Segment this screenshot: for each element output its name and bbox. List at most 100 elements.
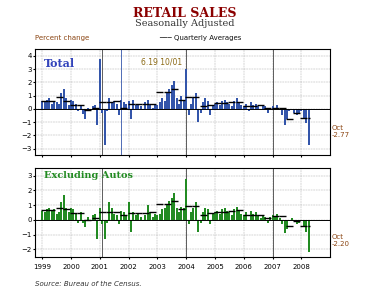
Bar xyxy=(286,109,288,119)
Bar xyxy=(265,106,266,109)
Bar xyxy=(300,220,303,221)
Bar xyxy=(272,215,274,220)
Bar xyxy=(51,104,53,109)
Bar xyxy=(147,205,149,220)
Bar xyxy=(207,209,209,220)
Bar xyxy=(255,104,257,109)
Bar xyxy=(173,193,175,220)
Bar xyxy=(85,220,86,227)
Bar xyxy=(231,215,233,220)
Bar xyxy=(298,220,300,223)
Bar xyxy=(65,98,67,109)
Bar xyxy=(89,109,91,110)
Bar xyxy=(233,101,235,109)
Text: Oct
-2.20: Oct -2.20 xyxy=(332,234,350,247)
Bar xyxy=(272,106,274,109)
Bar xyxy=(289,109,290,111)
Bar xyxy=(190,212,192,220)
Bar xyxy=(200,109,201,113)
Bar xyxy=(108,202,110,220)
Bar xyxy=(303,220,305,227)
Bar xyxy=(123,102,125,109)
Bar xyxy=(82,220,84,223)
Bar xyxy=(296,220,298,224)
Bar xyxy=(204,208,206,220)
Bar xyxy=(58,104,60,109)
Bar xyxy=(147,99,149,109)
Bar xyxy=(145,102,146,109)
Bar xyxy=(212,105,214,109)
Text: Seasonally Adjusted: Seasonally Adjusted xyxy=(135,19,234,28)
Text: Percent change: Percent change xyxy=(35,35,89,41)
Bar xyxy=(195,202,197,220)
Bar xyxy=(120,99,123,109)
Bar xyxy=(70,99,72,109)
Bar xyxy=(241,105,242,109)
Bar xyxy=(92,215,94,220)
Bar xyxy=(226,211,228,220)
Bar xyxy=(63,195,65,220)
Bar xyxy=(212,214,214,220)
Bar xyxy=(180,206,182,220)
Bar xyxy=(262,105,264,109)
Bar xyxy=(89,220,91,221)
Text: Source: Bureau of the Census.: Source: Bureau of the Census. xyxy=(35,281,142,287)
Bar xyxy=(125,215,127,220)
Bar xyxy=(308,109,310,146)
Bar xyxy=(221,209,223,220)
Bar xyxy=(96,220,99,239)
Bar xyxy=(219,105,221,109)
Bar xyxy=(248,109,250,111)
Bar xyxy=(56,214,58,220)
Bar xyxy=(51,211,53,220)
Bar xyxy=(96,109,99,125)
Bar xyxy=(303,109,305,119)
Bar xyxy=(217,211,218,220)
Bar xyxy=(61,93,62,109)
Bar xyxy=(178,212,180,220)
Bar xyxy=(169,201,170,220)
Bar xyxy=(135,105,137,109)
Bar xyxy=(238,102,240,109)
Bar xyxy=(298,109,300,113)
Bar xyxy=(120,211,123,220)
Bar xyxy=(46,99,48,109)
Bar xyxy=(260,218,262,220)
Bar xyxy=(101,220,103,224)
Bar xyxy=(94,214,96,220)
Bar xyxy=(267,109,269,113)
Bar xyxy=(118,220,120,224)
Bar xyxy=(77,220,79,223)
Bar xyxy=(132,99,134,109)
Bar xyxy=(80,212,82,220)
Bar xyxy=(197,109,199,122)
Bar xyxy=(53,102,55,109)
Bar xyxy=(113,214,115,220)
Bar xyxy=(284,109,286,125)
Bar xyxy=(293,220,295,221)
Bar xyxy=(58,212,60,220)
Bar xyxy=(128,101,130,109)
Bar xyxy=(152,108,154,109)
Bar xyxy=(123,212,125,220)
Bar xyxy=(44,102,46,109)
Bar xyxy=(92,106,94,109)
Bar xyxy=(41,101,43,109)
Bar xyxy=(250,102,252,109)
Bar xyxy=(68,105,70,109)
Bar xyxy=(252,105,255,109)
Bar xyxy=(171,85,173,109)
Bar xyxy=(48,98,51,109)
Bar xyxy=(243,106,245,109)
Bar xyxy=(44,212,46,220)
Bar xyxy=(159,214,161,220)
Bar xyxy=(274,217,276,220)
Bar xyxy=(115,104,118,109)
Bar xyxy=(217,102,218,109)
Bar xyxy=(87,217,89,220)
Bar xyxy=(164,208,166,220)
Bar xyxy=(276,214,279,220)
Bar xyxy=(145,215,146,220)
Bar xyxy=(70,208,72,220)
Bar xyxy=(281,220,283,224)
